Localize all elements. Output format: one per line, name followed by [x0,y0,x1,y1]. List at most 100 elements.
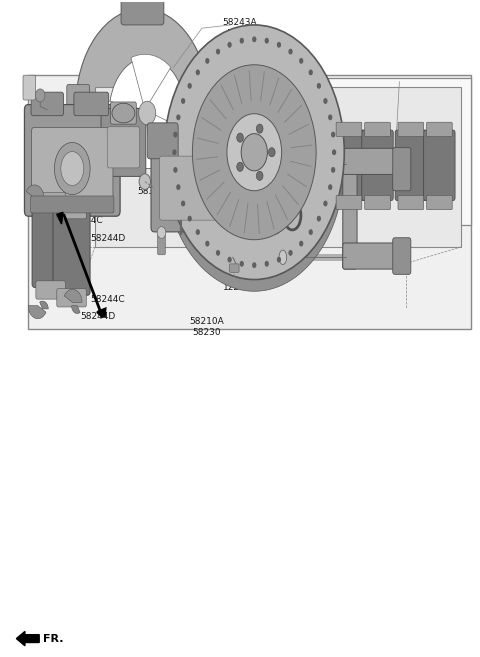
FancyBboxPatch shape [151,138,241,232]
Text: 58161B: 58161B [283,99,318,108]
FancyArrow shape [16,631,39,646]
Text: FR.: FR. [43,633,63,644]
Circle shape [252,36,256,42]
Circle shape [299,58,303,64]
Circle shape [288,49,293,55]
FancyBboxPatch shape [147,123,178,159]
FancyBboxPatch shape [159,156,232,220]
Ellipse shape [61,152,84,185]
FancyBboxPatch shape [365,122,390,137]
FancyBboxPatch shape [333,130,365,200]
Text: 58302: 58302 [380,164,409,173]
Wedge shape [104,100,145,152]
Circle shape [172,149,177,155]
Circle shape [309,70,313,76]
Circle shape [331,131,336,137]
Wedge shape [26,185,44,198]
FancyBboxPatch shape [343,148,404,174]
Circle shape [252,262,256,268]
FancyBboxPatch shape [398,195,424,210]
Circle shape [205,240,209,246]
Circle shape [256,124,263,133]
Circle shape [188,83,192,89]
Circle shape [228,42,232,48]
Text: 58161B: 58161B [254,256,289,265]
Circle shape [139,101,156,125]
Text: 58310A
58311: 58310A 58311 [57,142,92,162]
Wedge shape [131,55,171,110]
Circle shape [228,257,232,263]
Circle shape [173,131,178,137]
Ellipse shape [112,103,135,123]
Circle shape [237,162,243,171]
FancyBboxPatch shape [31,92,63,116]
Ellipse shape [54,143,90,194]
FancyBboxPatch shape [343,243,404,269]
Text: 58411B: 58411B [232,60,267,68]
Circle shape [317,83,321,89]
Text: 58244C: 58244C [90,294,125,304]
Text: 58244D: 58244D [81,312,116,321]
Circle shape [299,240,303,246]
Circle shape [240,261,244,267]
Circle shape [309,229,313,235]
FancyBboxPatch shape [216,123,247,159]
FancyBboxPatch shape [248,194,279,237]
Circle shape [196,70,200,76]
FancyBboxPatch shape [336,195,362,210]
FancyBboxPatch shape [424,130,455,200]
Circle shape [36,89,45,102]
Text: 1220FS: 1220FS [223,283,257,292]
Circle shape [328,184,332,190]
Bar [28,75,471,328]
Text: 58235C: 58235C [257,185,291,194]
FancyBboxPatch shape [427,122,452,137]
Circle shape [264,261,269,267]
Ellipse shape [109,58,185,169]
Circle shape [317,215,321,221]
Ellipse shape [279,157,287,171]
Circle shape [188,215,192,221]
Wedge shape [64,289,82,302]
FancyBboxPatch shape [362,130,393,200]
Circle shape [277,257,281,263]
Circle shape [237,133,243,142]
Text: 58125: 58125 [155,200,183,209]
Ellipse shape [76,9,209,204]
Wedge shape [145,110,183,164]
FancyBboxPatch shape [158,234,165,255]
Circle shape [277,42,281,48]
Text: 58232: 58232 [266,198,295,208]
FancyBboxPatch shape [31,196,114,213]
FancyBboxPatch shape [32,202,69,287]
FancyBboxPatch shape [24,104,120,216]
FancyBboxPatch shape [53,210,90,295]
Circle shape [216,250,220,256]
Ellipse shape [164,25,344,279]
FancyBboxPatch shape [229,264,239,273]
Wedge shape [28,306,46,319]
Wedge shape [34,201,42,209]
Circle shape [288,250,293,256]
Circle shape [324,98,327,104]
FancyBboxPatch shape [32,127,113,202]
Circle shape [256,171,263,181]
FancyBboxPatch shape [393,148,411,191]
Polygon shape [57,212,63,224]
Text: 58314: 58314 [138,187,167,196]
Text: 58164E: 58164E [292,114,326,123]
Circle shape [181,98,185,104]
FancyBboxPatch shape [36,193,65,211]
Circle shape [157,227,166,238]
FancyBboxPatch shape [107,127,140,168]
Circle shape [216,49,220,55]
FancyBboxPatch shape [74,92,108,116]
Text: 58244C: 58244C [69,216,103,225]
Circle shape [205,58,209,64]
Text: 58163B: 58163B [200,101,234,110]
Wedge shape [72,306,80,313]
FancyBboxPatch shape [393,238,411,275]
Circle shape [176,114,180,120]
Ellipse shape [272,197,282,234]
Ellipse shape [192,65,316,240]
